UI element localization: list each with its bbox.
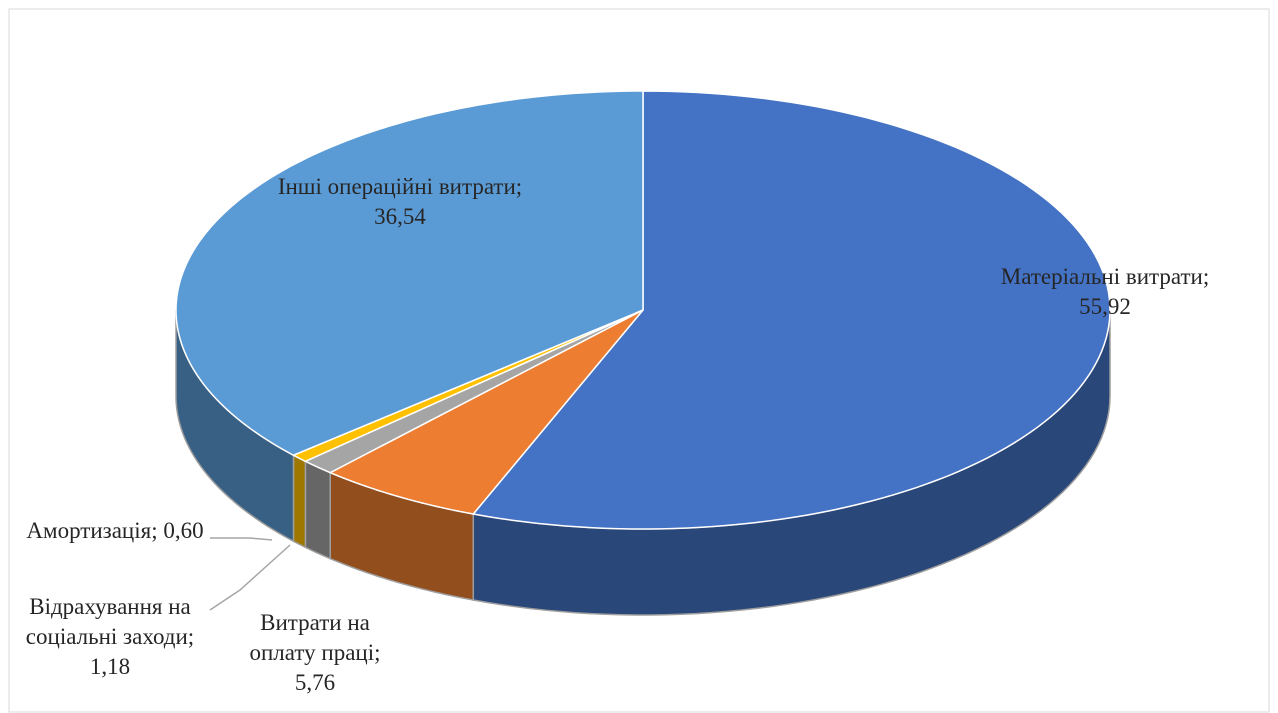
leader-line <box>209 544 291 611</box>
label-value: 5,76 <box>294 670 336 695</box>
data-label-text: Амортизація; 0,60 <box>10 516 220 546</box>
label-separator: ; <box>187 624 195 649</box>
data-label: Відрахування на соціальні заходи; 1,18 <box>10 592 210 682</box>
data-label-text: Інші операційні витрати; 36,54 <box>275 172 525 232</box>
label-category: Амортизація <box>26 518 152 543</box>
label-category: Витрати на оплату праці <box>249 610 375 665</box>
leader-line <box>210 537 273 541</box>
data-label-text: Відрахування на соціальні заходи; 1,18 <box>10 592 210 682</box>
label-separator: ; <box>515 174 523 199</box>
slice <box>328 309 644 515</box>
label-value: 55,92 <box>1079 294 1131 319</box>
slice <box>175 90 644 457</box>
label-separator: ; <box>374 640 381 665</box>
slice <box>303 309 644 474</box>
data-label: Амортизація; 0,60 <box>10 516 220 546</box>
label-separator: ; <box>1202 264 1210 289</box>
label-value: 0,60 <box>163 518 204 543</box>
data-label-text: Витрати на оплату праці; 5,76 <box>230 608 400 698</box>
label-category: Відрахування на соціальні заходи <box>25 594 191 649</box>
data-label: Витрати на оплату праці; 5,76 <box>230 608 400 698</box>
slice-side <box>304 460 331 560</box>
data-label: Матеріальні витрати; 55,92 <box>990 262 1220 322</box>
slice-side <box>292 453 307 549</box>
label-separator: ; <box>151 518 164 543</box>
label-value: 36,54 <box>374 204 426 229</box>
slice <box>471 90 1111 530</box>
label-category: Інші операційні витрати <box>277 174 516 199</box>
slice <box>291 309 644 463</box>
label-value: 1,18 <box>89 654 131 679</box>
data-label-text: Матеріальні витрати; 55,92 <box>990 262 1220 322</box>
data-label: Інші операційні витрати; 36,54 <box>275 172 525 232</box>
label-category: Матеріальні витрати <box>1000 264 1203 289</box>
